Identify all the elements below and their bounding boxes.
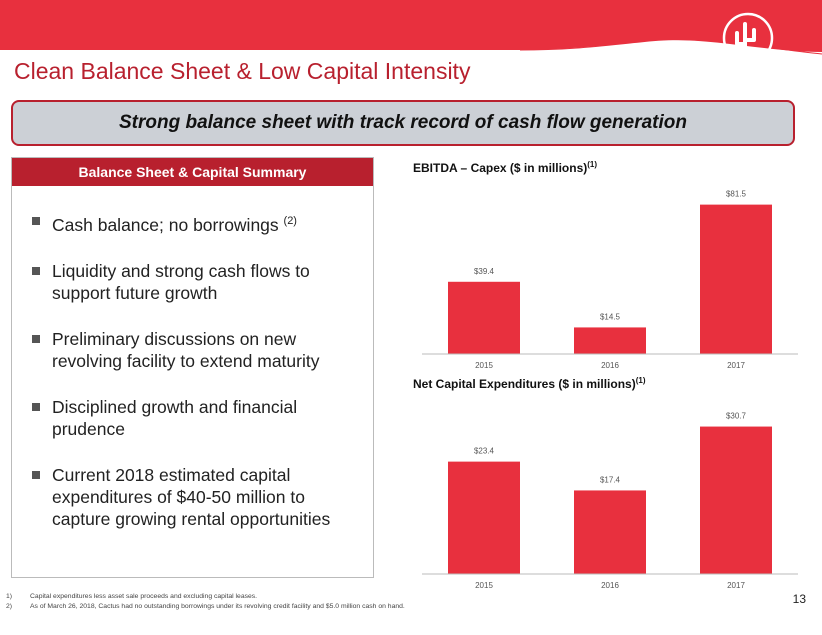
key-message-banner: Strong balance sheet with track record o… [11, 100, 795, 146]
bar [574, 327, 646, 354]
bullet-item: Preliminary discussions on new revolving… [32, 328, 363, 372]
footnote: 2) As of March 26, 2018, Cactus had no ou… [6, 603, 405, 610]
data-label: $23.4 [474, 447, 495, 456]
x-tick-label: 2015 [475, 581, 493, 590]
summary-panel: Balance Sheet & Capital Summary Cash bal… [11, 157, 374, 578]
bullet-list: Cash balance; no borrowings (2) Liquidit… [12, 186, 373, 530]
page-number: 13 [792, 592, 806, 606]
footnotes: 1) Capital expenditures less asset sale p… [6, 592, 405, 612]
bar [448, 461, 520, 574]
net-capex-chart: $23.4 2015 $17.4 2016 $30.7 2017 [422, 412, 798, 590]
ebitda-capex-chart: $39.4 2015 $14.5 2016 $81.5 2017 [422, 190, 798, 370]
panel-header: Balance Sheet & Capital Summary [12, 158, 373, 186]
bar [700, 204, 772, 354]
bullet-item: Liquidity and strong cash flows to suppo… [32, 260, 363, 304]
bullet-item: Cash balance; no borrowings (2) [32, 210, 363, 236]
data-label: $14.5 [600, 312, 621, 321]
x-tick-label: 2016 [601, 581, 619, 590]
bullet-square-icon [32, 402, 40, 411]
bar [574, 490, 646, 574]
data-label: $81.5 [726, 190, 747, 199]
page-title: Clean Balance Sheet & Low Capital Intens… [14, 58, 471, 84]
bullet-item: Disciplined growth and financial prudenc… [32, 396, 363, 440]
bullet-square-icon [32, 217, 40, 225]
x-tick-label: 2015 [475, 361, 493, 370]
x-tick-label: 2017 [727, 581, 745, 590]
bullet-item: Current 2018 estimated capital expenditu… [32, 464, 363, 530]
footnote: 1) Capital expenditures less asset sale p… [6, 593, 258, 600]
data-label: $39.4 [474, 267, 495, 276]
x-tick-label: 2017 [727, 361, 745, 370]
header-band [0, 0, 822, 66]
data-label: $17.4 [600, 475, 621, 484]
bullet-square-icon [32, 470, 40, 479]
data-label: $30.7 [726, 412, 747, 421]
bar [700, 426, 772, 574]
bar [448, 281, 520, 354]
bullet-square-icon [32, 266, 40, 275]
ebitda-capex-chart-title: EBITDA – Capex ($ in millions)(1) [413, 160, 598, 175]
net-capex-chart-title: Net Capital Expenditures ($ in millions)… [413, 376, 646, 391]
cactus-icon [722, 12, 774, 66]
bullet-square-icon [32, 334, 40, 343]
x-tick-label: 2016 [601, 361, 619, 370]
